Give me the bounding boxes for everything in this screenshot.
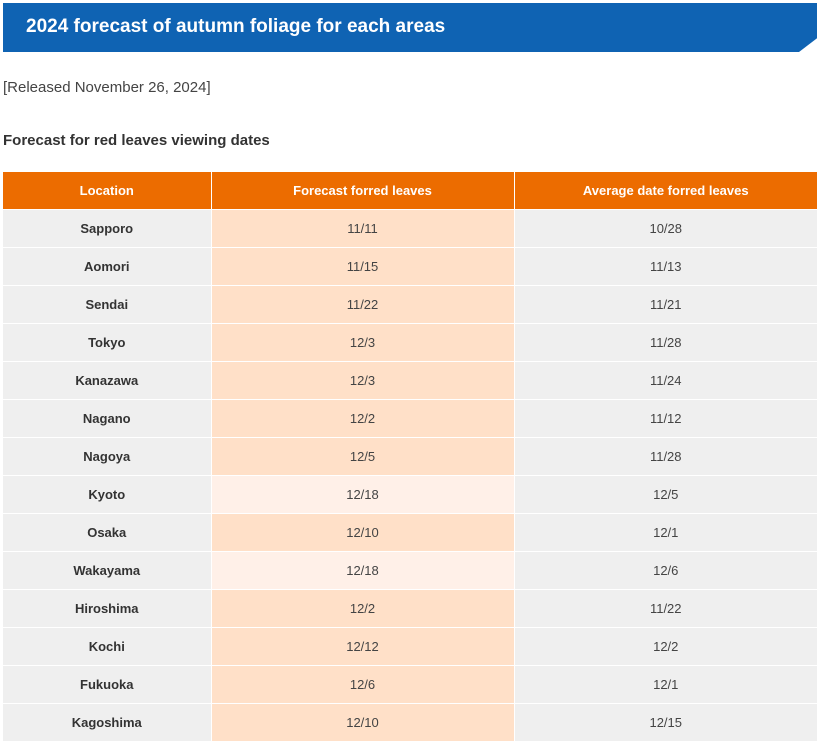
average-cell: 12/5: [514, 475, 817, 514]
table-row: Kagoshima 12/10 12/15: [3, 703, 817, 741]
average-cell: 11/28: [514, 323, 817, 362]
forecast-cell: 12/3: [211, 361, 515, 400]
table-row: Nagano 12/2 11/12: [3, 399, 817, 438]
section-heading: Forecast for red leaves viewing dates: [3, 132, 270, 149]
forecast-cell: 12/2: [211, 589, 515, 628]
location-cell: Wakayama: [3, 551, 212, 590]
table-row: Kyoto 12/18 12/5: [3, 475, 817, 514]
average-cell: 11/12: [514, 399, 817, 438]
table-row: Sapporo 11/11 10/28: [3, 209, 817, 248]
location-cell: Nagoya: [3, 437, 212, 476]
average-cell: 11/22: [514, 589, 817, 628]
forecast-cell: 12/6: [211, 665, 515, 704]
table-row: Nagoya 12/5 11/28: [3, 437, 817, 476]
forecast-cell: 11/22: [211, 285, 515, 324]
average-cell: 10/28: [514, 209, 817, 248]
table-row: Kanazawa 12/3 11/24: [3, 361, 817, 400]
location-cell: Sendai: [3, 285, 212, 324]
forecast-cell: 12/3: [211, 323, 515, 362]
release-date: [Released November 26, 2024]: [3, 79, 211, 96]
average-cell: 11/28: [514, 437, 817, 476]
location-cell: Kochi: [3, 627, 212, 666]
table-row: Sendai 11/22 11/21: [3, 285, 817, 324]
location-cell: Sapporo: [3, 209, 212, 248]
location-cell: Hiroshima: [3, 589, 212, 628]
table-row: Tokyo 12/3 11/28: [3, 323, 817, 362]
forecast-cell: 11/11: [211, 209, 515, 248]
location-cell: Kyoto: [3, 475, 212, 514]
table-row: Hiroshima 12/2 11/22: [3, 589, 817, 628]
column-header-forecast: Forecast forred leaves: [211, 172, 515, 210]
forecast-table-container: Location Forecast forred leaves Average …: [3, 172, 817, 741]
average-cell: 11/21: [514, 285, 817, 324]
average-cell: 11/13: [514, 247, 817, 286]
forecast-cell: 12/10: [211, 513, 515, 552]
table-row: Aomori 11/15 11/13: [3, 247, 817, 286]
location-cell: Nagano: [3, 399, 212, 438]
table-row: Kochi 12/12 12/2: [3, 627, 817, 666]
table-row: Osaka 12/10 12/1: [3, 513, 817, 552]
location-cell: Fukuoka: [3, 665, 212, 704]
page-title: 2024 forecast of autumn foliage for each…: [26, 16, 446, 37]
average-cell: 12/6: [514, 551, 817, 590]
column-header-location: Location: [3, 172, 212, 210]
table-header-row: Location Forecast forred leaves Average …: [3, 172, 817, 210]
average-cell: 12/1: [514, 513, 817, 552]
forecast-cell: 12/2: [211, 399, 515, 438]
location-cell: Osaka: [3, 513, 212, 552]
location-cell: Tokyo: [3, 323, 212, 362]
location-cell: Kanazawa: [3, 361, 212, 400]
forecast-cell: 11/15: [211, 247, 515, 286]
forecast-cell: 12/10: [211, 703, 515, 741]
table-row: Fukuoka 12/6 12/1: [3, 665, 817, 704]
forecast-table: Location Forecast forred leaves Average …: [3, 172, 817, 741]
column-header-average: Average date forred leaves: [514, 172, 817, 210]
average-cell: 11/24: [514, 361, 817, 400]
location-cell: Aomori: [3, 247, 212, 286]
average-cell: 12/2: [514, 627, 817, 666]
average-cell: 12/15: [514, 703, 817, 741]
forecast-cell: 12/18: [211, 475, 515, 514]
title-banner: 2024 forecast of autumn foliage for each…: [3, 3, 817, 52]
forecast-cell: 12/18: [211, 551, 515, 590]
location-cell: Kagoshima: [3, 703, 212, 741]
forecast-cell: 12/12: [211, 627, 515, 666]
average-cell: 12/1: [514, 665, 817, 704]
forecast-cell: 12/5: [211, 437, 515, 476]
table-row: Wakayama 12/18 12/6: [3, 551, 817, 590]
